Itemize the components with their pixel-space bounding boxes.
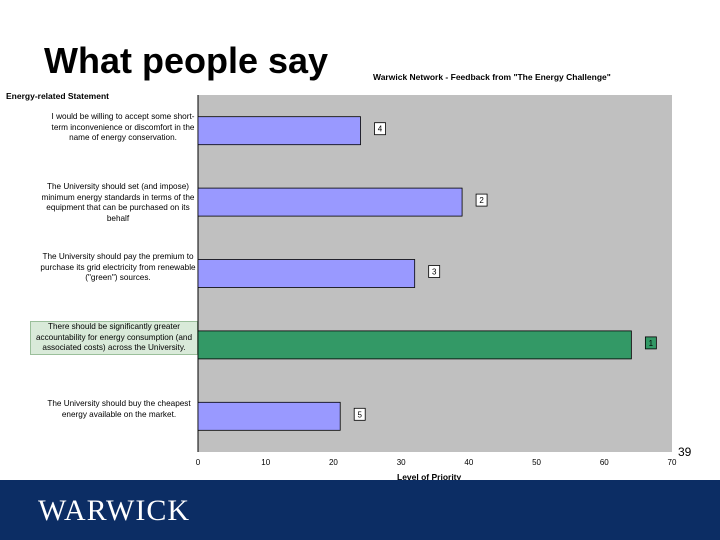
- rank-label: 5: [357, 410, 362, 419]
- rank-label-box: [475, 193, 488, 207]
- x-tick-label: 0: [196, 458, 201, 467]
- statement-label: I would be willing to accept some short-…: [51, 112, 195, 142]
- x-axis-title: Level of Priority: [397, 472, 462, 482]
- bar: [197, 259, 416, 288]
- x-tick-label: 70: [668, 458, 677, 467]
- warwick-logo: WARWICK: [38, 494, 190, 527]
- x-tick-label: 60: [600, 458, 609, 467]
- rank-label-box: [374, 122, 386, 136]
- page-number: 39: [678, 445, 692, 459]
- rank-label-box: [353, 407, 366, 421]
- footer-bar: [0, 480, 720, 540]
- bar: [197, 330, 632, 360]
- statement-label: The University should buy the cheapest e…: [47, 399, 191, 419]
- rank-label-box: [644, 336, 657, 350]
- chart-title: Warwick Network - Feedback from "The Ene…: [373, 72, 611, 82]
- x-tick-label: 10: [261, 458, 270, 467]
- x-tick-label: 40: [464, 458, 473, 467]
- rank-label: 4: [378, 125, 383, 134]
- rank-label: 3: [432, 268, 437, 277]
- slide-title: What people say: [44, 40, 329, 81]
- x-tick-label: 20: [329, 458, 338, 467]
- x-tick-label: 50: [532, 458, 541, 467]
- bar: [197, 401, 341, 431]
- statement-label: The University should pay the premium to…: [40, 252, 196, 282]
- bar: [197, 116, 361, 146]
- rank-label: 1: [649, 339, 654, 348]
- rank-label-box: [428, 265, 441, 278]
- statement-label: The University should set (and impose) m…: [41, 182, 195, 223]
- x-tick-label: 30: [397, 458, 406, 467]
- bar: [197, 187, 463, 217]
- y-axis-heading: Energy-related Statement: [6, 91, 109, 101]
- rank-label: 2: [479, 196, 484, 205]
- statement-label-highlighted: There should be significantly greater ac…: [30, 321, 198, 355]
